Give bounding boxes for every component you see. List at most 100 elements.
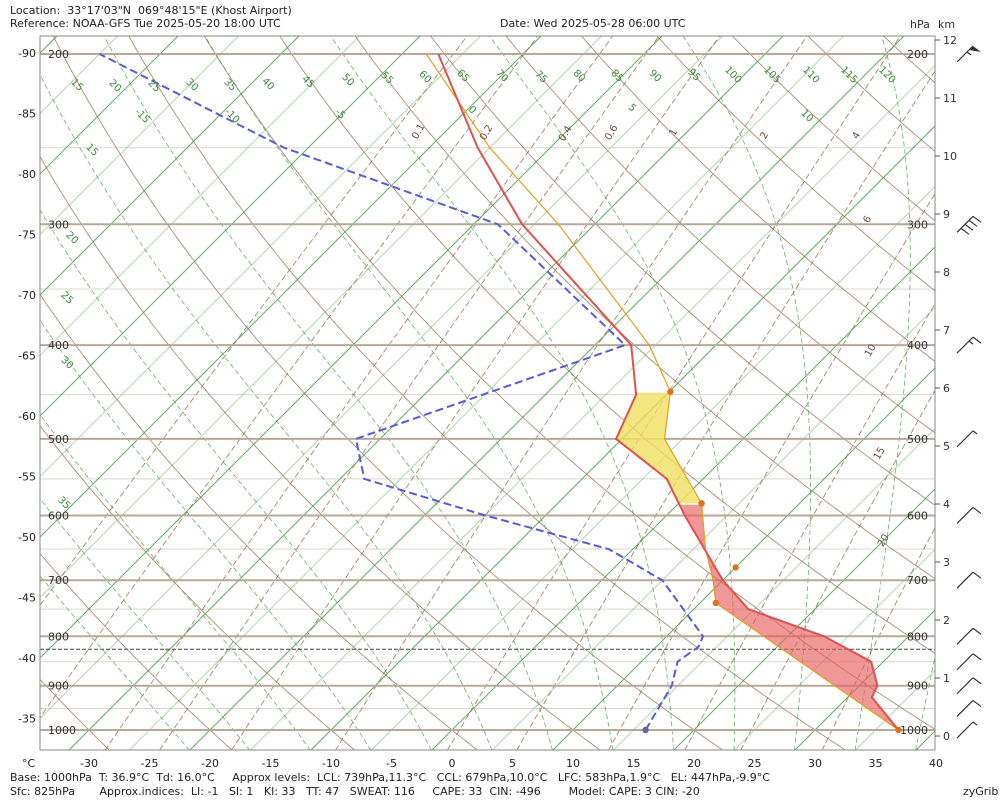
unit-km-label: km [938, 18, 955, 31]
x-tick-label: -30 [80, 757, 98, 770]
moist-adiabat-label: 15 [83, 142, 100, 159]
x-tick-label: -15 [262, 757, 280, 770]
wind-barb-staff [956, 653, 974, 671]
unit-hpa-label: hPa [910, 18, 930, 31]
km-tick-label: 11 [943, 92, 957, 105]
moist-adiabat-line [40, 414, 311, 750]
dry-adiabat-label: 30 [183, 77, 200, 94]
moist-adiabat-line [204, 36, 614, 750]
temperature-curve [437, 53, 900, 731]
mixing-ratio-label: 1 [667, 127, 680, 138]
dry-adiabat-line [40, 293, 478, 750]
dry-adiabat-line [128, 36, 847, 750]
mixing-ratio-label: 6 [861, 214, 874, 225]
pressure-label-right: 500 [907, 433, 928, 446]
location-text: Location: 33°17'03"N 069°48'15"E (Khost … [10, 4, 292, 17]
mixing-ratio-line [684, 302, 935, 750]
isotherm-line [40, 36, 421, 417]
x-tick-label: 30 [808, 757, 822, 770]
plot-frame [39, 35, 936, 751]
x-tick-label: 40 [929, 757, 943, 770]
dry-adiabat-label: 55 [378, 70, 395, 87]
left-axis-tick: -60 [18, 410, 36, 423]
isotherm-line [976, 10, 1000, 751]
moist-adiabat-label: 25 [58, 290, 75, 307]
marker-lcl [712, 599, 719, 607]
km-tick-label: 10 [943, 150, 957, 163]
wind-barb-staff [956, 677, 974, 695]
x-tick-label: 25 [748, 757, 762, 770]
dry-adiabat-line [580, 36, 935, 362]
marker-el [667, 388, 674, 395]
brand-label: zyGrib [963, 785, 999, 798]
x-tick-label: 15 [627, 757, 641, 770]
x-tick-label: 10 [566, 757, 580, 770]
moist-adiabat-label: -15 [132, 107, 151, 126]
dry-adiabat-label: 80 [570, 68, 587, 85]
km-tick-label: 2 [943, 614, 950, 627]
pressure-label-left: 500 [48, 433, 69, 446]
wind-barb [956, 699, 982, 717]
wind-barb [956, 215, 982, 235]
mixing-ratio-label: 0.1 [410, 122, 427, 141]
plot-area [40, 10, 1000, 751]
isotherm-line [794, 609, 935, 750]
left-axis-tick: -35 [18, 713, 36, 726]
isotherm-line [129, 36, 844, 750]
x-tick-label: -25 [141, 757, 159, 770]
dry-adiabat-line [505, 36, 935, 434]
mixing-ratio-line [446, 36, 901, 750]
pressure-label-left: 1000 [48, 724, 76, 737]
mixing-ratio-line [40, 36, 468, 607]
km-tick-label: 6 [943, 382, 950, 395]
pressure-label-right: 1000 [900, 724, 928, 737]
isotherm-line [40, 36, 179, 175]
dry-adiabat-label: 70 [493, 68, 510, 85]
isotherm-line [40, 36, 481, 477]
dry-adiabat-label: 25 [145, 78, 162, 95]
dry-adiabat-line [731, 36, 935, 222]
moist-adiabat-line [40, 575, 190, 750]
dry-adiabat-label: 120 [876, 65, 897, 86]
km-tick-label: 1 [943, 672, 950, 685]
dry-adiabat-line [279, 36, 935, 654]
moist-adiabat-line [330, 36, 674, 750]
wind-barb-flag [960, 227, 970, 235]
pressure-label-left: 300 [48, 218, 69, 231]
left-axis-tick: -40 [18, 652, 36, 665]
wind-barb [956, 653, 982, 671]
wind-barb-flag [972, 627, 982, 635]
isotherm-line [40, 36, 723, 719]
left-axis-tick: -75 [18, 229, 36, 242]
isotherm-line [40, 36, 360, 356]
wind-barb-flag [964, 223, 974, 231]
moist-adiabat-line [40, 319, 372, 750]
wind-barb-flag [972, 571, 982, 579]
left-axis-tick: -50 [18, 531, 36, 544]
wind-barb [956, 506, 982, 524]
x-tick-label: 0 [449, 757, 456, 770]
dry-adiabat-line [930, 10, 1000, 751]
km-tick-label: 3 [943, 556, 950, 569]
wind-barb-flag [972, 215, 982, 223]
wind-barb-flag [972, 677, 982, 685]
x-axis-unit: °C [22, 757, 36, 770]
mixing-ratio-line [335, 36, 808, 750]
left-axis-tick: -55 [18, 471, 36, 484]
mixing-ratio-label: 2 [758, 130, 771, 141]
isotherm-line [40, 36, 118, 114]
mixing-ratio-label: 15 [872, 445, 888, 462]
km-tick-label: 4 [943, 498, 950, 511]
wind-barb-flag [972, 699, 982, 707]
left-axis-tick: -85 [18, 108, 36, 121]
x-tick-label: -20 [201, 757, 219, 770]
wind-barb-flag [972, 653, 982, 661]
km-tick-label: 8 [943, 266, 950, 279]
mixing-ratio-label: 0.2 [478, 123, 495, 142]
mixing-ratio-label: 4 [850, 130, 863, 141]
parcel-curve [425, 53, 899, 731]
km-tick-label: 7 [943, 324, 950, 337]
pressure-label-right: 700 [907, 574, 928, 587]
pressure-label-left: 400 [48, 339, 69, 352]
